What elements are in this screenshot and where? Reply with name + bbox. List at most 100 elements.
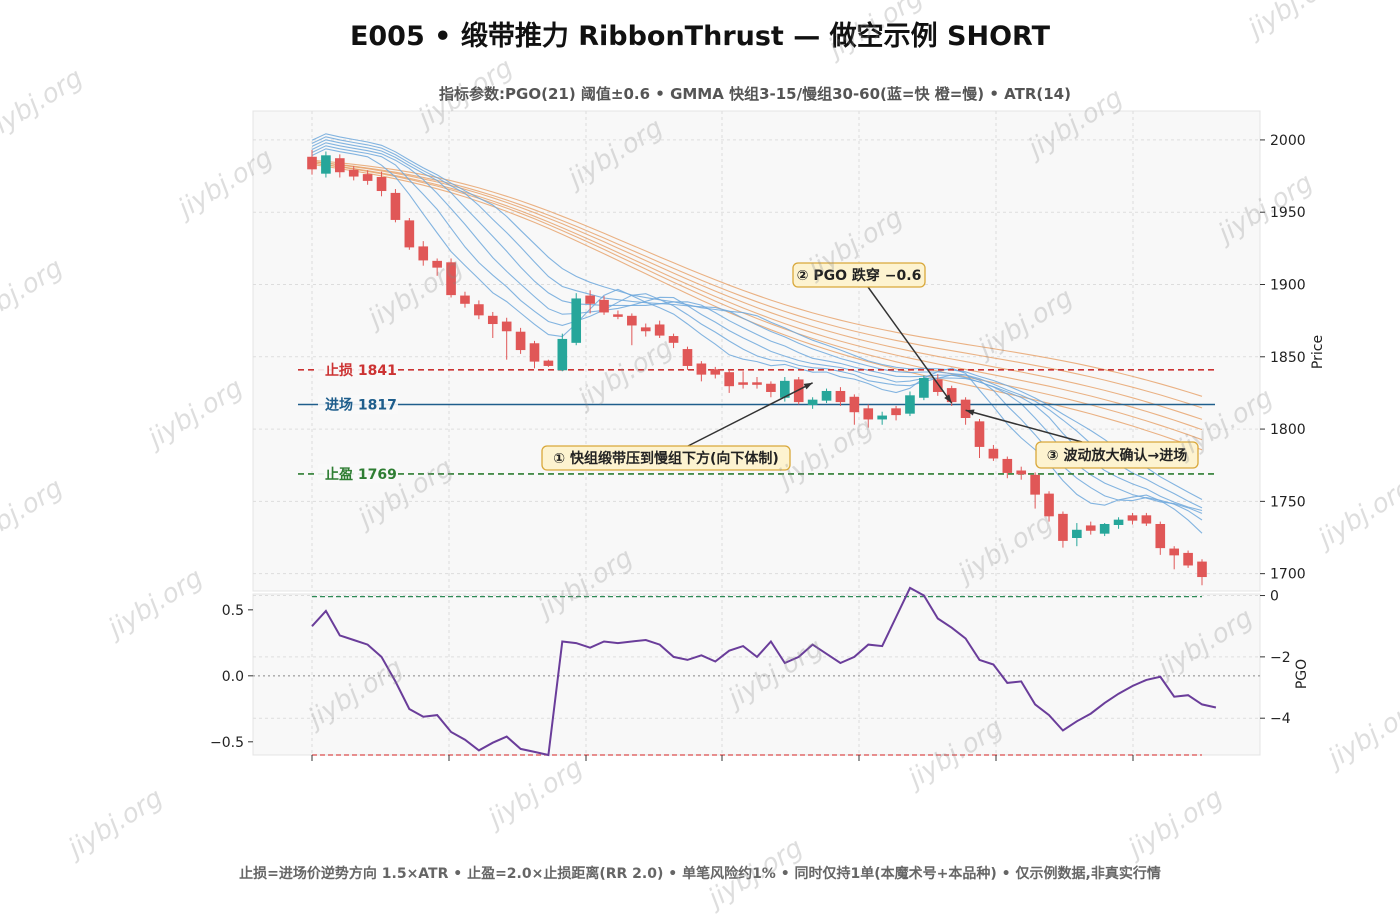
level-label-background xyxy=(318,394,398,415)
candle-body xyxy=(1016,470,1027,475)
watermark-text: jiybj.org xyxy=(0,473,68,556)
candle-body xyxy=(335,158,345,173)
candle-body xyxy=(571,298,582,343)
gmma-fast-ribbon-line xyxy=(311,142,1203,514)
chart-subtitle: 指标参数:PGO(21) 阈值±0.6 • GMMA 快组3-15/慢组30-6… xyxy=(439,85,1071,103)
candle-body xyxy=(946,388,957,403)
annotations: ① 快组缎带压到慢组下方(向下体制) ② PGO 跌穿 −0.6 ③ 波动放大确认→… xyxy=(541,262,1199,471)
price-tick-label: 1850 xyxy=(1270,350,1306,366)
annotation-arrow xyxy=(965,409,1083,443)
candle-body xyxy=(446,262,456,296)
candle-body xyxy=(627,315,637,326)
candle-body xyxy=(432,260,442,268)
candle-body xyxy=(724,372,734,387)
pgo-left-tick-label: −0.5 xyxy=(210,735,244,751)
annotation-box xyxy=(1035,441,1199,469)
price-axis: 2000 1950 1900 1850 1800 1750 1700 xyxy=(1260,133,1306,583)
candle-body xyxy=(362,174,373,181)
candle-body xyxy=(599,299,609,313)
candle-body xyxy=(460,295,470,304)
candle-body xyxy=(529,343,540,362)
candle-body xyxy=(863,408,874,420)
candle-body xyxy=(321,155,331,174)
candle-body xyxy=(640,327,651,332)
candle-body xyxy=(1058,513,1068,541)
candle-body xyxy=(807,399,818,405)
annotation-label: ② PGO 跌穿 −0.6 xyxy=(797,267,922,284)
annotation-box xyxy=(792,262,926,288)
candle-body xyxy=(390,192,401,220)
watermark-text: jiybj.org xyxy=(61,783,168,866)
pgo-right-tick-label: 0 xyxy=(1270,589,1279,605)
candle-body xyxy=(348,169,359,177)
candle-body xyxy=(1169,548,1179,556)
gmma-fast-ribbon-line xyxy=(311,139,1203,512)
pgo-right-tick-label: −2 xyxy=(1270,650,1291,666)
price-tick-label: 1750 xyxy=(1270,494,1306,510)
candle-body xyxy=(849,396,860,413)
pgo-line xyxy=(311,586,1217,757)
watermark-text: jiybj.org xyxy=(0,253,68,336)
level-label: 止盈 1769 xyxy=(325,466,397,483)
chart-footer: 止损=进场价逆势方向 1.5×ATR • 止盈=2.0×止损距离(RR 2.0)… xyxy=(239,865,1161,882)
candle-body xyxy=(793,379,804,403)
candle-body xyxy=(821,390,832,401)
candle-body xyxy=(376,177,387,192)
candle-body xyxy=(1113,519,1124,525)
candles xyxy=(307,150,1207,586)
price-tick-label: 1900 xyxy=(1270,277,1306,293)
level-label-background xyxy=(318,359,398,380)
gmma-fast-ribbon-line xyxy=(311,148,1203,534)
price-tick-label: 1800 xyxy=(1270,422,1306,438)
candle-body xyxy=(1044,493,1054,517)
candle-body xyxy=(835,390,846,403)
candle-body xyxy=(932,379,943,392)
gmma-slow-ribbon-line xyxy=(311,162,1203,441)
annotation-label: ③ 波动放大确认→进场 xyxy=(1047,447,1187,464)
gmma-slow-ribbon-line xyxy=(311,161,1203,409)
candle-body xyxy=(1002,458,1013,473)
candle-body xyxy=(543,360,554,366)
gmma-slow-ribbon-line xyxy=(311,159,1203,397)
pgo-left-axis: 0.5 0.0 −0.5 xyxy=(210,603,253,751)
candle-body xyxy=(418,246,429,261)
chart-title: E005 • 缎带推力 RibbonThrust — 做空示例 SHORT xyxy=(350,20,1051,52)
annotation-arrow xyxy=(867,286,953,404)
annotation-box xyxy=(541,445,791,471)
annotation-label: ① 快组缎带压到慢组下方(向下体制) xyxy=(553,450,779,467)
candle-body xyxy=(877,415,887,420)
annotation-arrow xyxy=(687,382,813,447)
candle-body xyxy=(474,304,484,316)
candle-body xyxy=(905,395,915,414)
candle-body xyxy=(988,448,999,459)
candle-body xyxy=(696,363,707,375)
candle-body xyxy=(919,377,929,398)
price-axis-title: Price xyxy=(1310,335,1326,369)
watermark-text: jiybj.org xyxy=(0,63,88,146)
candle-body xyxy=(1099,523,1110,534)
trade-levels: 止损 1841 进场 1817 止盈 1769 xyxy=(298,359,1215,484)
candle-body xyxy=(1197,561,1207,578)
pgo-left-tick-label: 0.5 xyxy=(222,603,244,619)
candle-body xyxy=(1183,552,1193,566)
candle-body xyxy=(1155,523,1166,549)
level-label: 进场 1817 xyxy=(325,397,397,413)
price-tick-label: 1950 xyxy=(1270,205,1306,221)
candle-body xyxy=(710,369,721,375)
annotation-arrowhead xyxy=(965,409,975,416)
candle-body xyxy=(682,349,693,366)
watermark-text: jiybj.org xyxy=(481,753,588,836)
level-label: 止损 1841 xyxy=(325,362,397,379)
level-label-background xyxy=(318,463,398,484)
price-panel: 止损 1841 进场 1817 止盈 1769 ① 快组缎带压到慢组下方(向下体制)… xyxy=(252,110,1326,592)
price-tick-label: 2000 xyxy=(1270,133,1306,149)
gmma-fast-ribbon-line xyxy=(311,133,1203,500)
watermark-text: jiybj.org xyxy=(141,373,248,456)
candle-body xyxy=(613,314,623,317)
candle-body xyxy=(501,321,512,332)
price-tick-label: 1700 xyxy=(1270,567,1306,583)
candle-body xyxy=(974,421,985,447)
candle-body xyxy=(1030,474,1040,495)
candle-body xyxy=(891,408,901,416)
